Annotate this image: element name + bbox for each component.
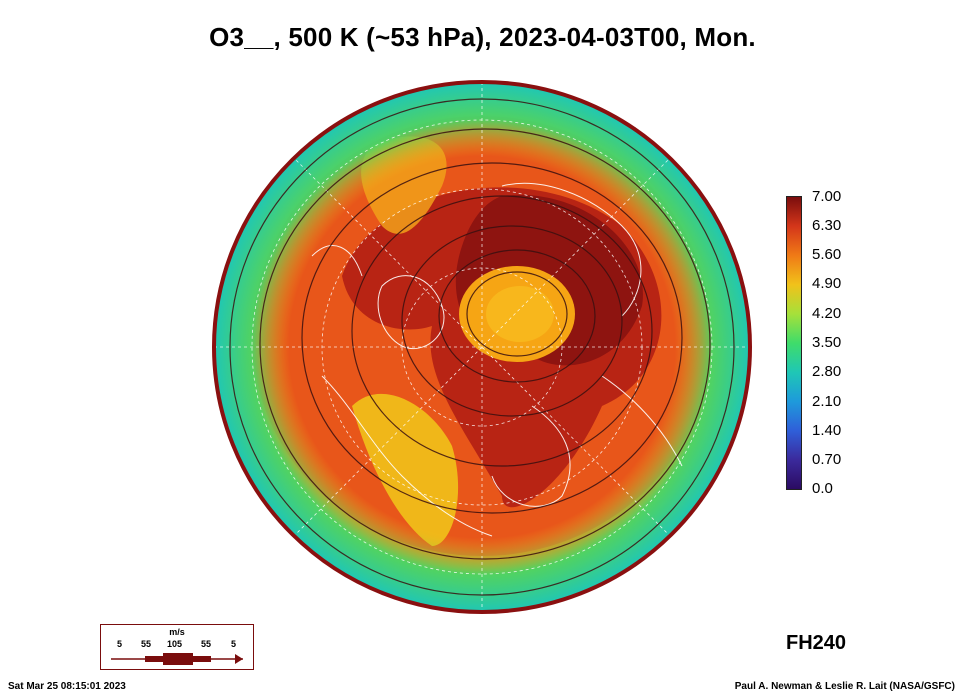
wind-units-label: m/s [169,627,185,637]
wind-tick: 55 [141,639,152,649]
colorbar-label: 2.10 [812,393,842,410]
colorbar-label: 0.70 [812,451,842,468]
polar-ozone-map [202,76,762,624]
polar-map-svg [212,80,752,614]
colorbar-label: 2.80 [812,363,842,380]
wind-tick: 5 [117,639,123,649]
forecast-hour-label: FH240 [786,632,847,654]
wind-tick: 5 [231,639,237,649]
credit-line: Paul A. Newman & Leslie R. Lait (NASA/GS… [734,681,955,692]
colorbar [786,196,802,490]
colorbar-label: 3.50 [812,334,842,351]
map-title: O3__, 500 K (~53 hPa), 2023-04-03T00, Mo… [209,22,756,52]
map-outer-ring [212,80,752,614]
colorbar-label: 1.40 [812,422,842,439]
wind-tick: 55 [201,639,212,649]
colorbar-label: 7.00 [812,188,842,205]
colorbar-label: 4.20 [812,305,842,322]
wind-tick: 105 [167,639,183,649]
ozone-field [214,82,750,612]
wind-arrow-icon [111,653,243,665]
timestamp: Sat Mar 25 08:15:01 2023 [8,681,126,692]
colorbar-label: 6.30 [812,217,842,234]
wind-speed-key: m/s 5 55 105 55 5 [100,624,254,670]
colorbar-label: 5.60 [812,246,842,263]
colorbar-label: 0.0 [812,480,833,497]
colorbar-label: 4.90 [812,275,842,292]
